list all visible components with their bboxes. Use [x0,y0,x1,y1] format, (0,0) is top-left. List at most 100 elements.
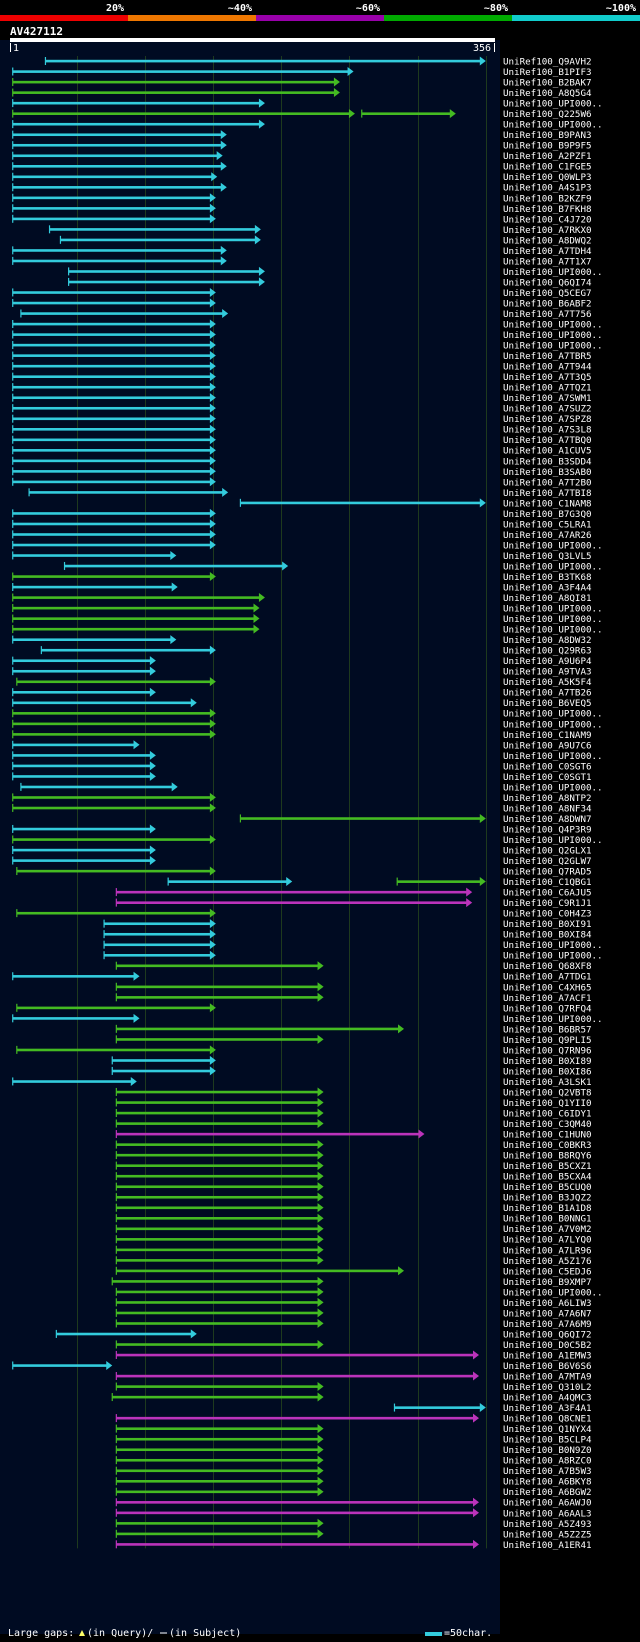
hit-row[interactable]: UniRef100_Q68XF8 [115,961,592,972]
hit-row[interactable]: UniRef100_A7B5W3 [115,1466,592,1477]
hit-row[interactable]: UniRef100_Q9PLI5 [115,1034,592,1046]
hit-row[interactable]: UniRef100_A7TDH4 [12,245,592,257]
hit-row[interactable]: UniRef100_Q310L2 [115,1382,592,1393]
hit-label[interactable]: UniRef100_A4QMC3 [503,1393,592,1404]
hit-label[interactable]: UniRef100_A4S1P3 [503,183,592,194]
hit-label[interactable]: UniRef100_UPI000.. [503,604,603,615]
hit-row[interactable]: UniRef100_A8DWN7 [239,813,592,825]
hit-row[interactable]: UniRef100_Q2VBT8 [115,1087,592,1098]
hit-row[interactable]: UniRef100_C0H4Z3 [16,908,592,920]
hit-row[interactable]: UniRef100_B1PIF3 [12,67,592,78]
hit-label[interactable]: UniRef100_UPI000.. [503,540,603,551]
hit-row[interactable]: UniRef100_A5Z176 [115,1255,592,1267]
hit-row[interactable]: UniRef100_A7T756 [20,308,592,320]
hit-row[interactable]: UniRef100_B0XI84 [103,929,592,941]
hit-label[interactable]: UniRef100_B3SDD4 [503,456,592,467]
hit-label[interactable]: UniRef100_A7ACF1 [503,993,592,1004]
hit-label[interactable]: UniRef100_B2KZF9 [503,193,592,204]
hit-row[interactable]: UniRef100_A7LR96 [115,1245,592,1256]
hit-label[interactable]: UniRef100_Q225W6 [503,109,592,120]
hit-row[interactable]: UniRef100_B0XI89 [111,1055,592,1067]
hit-row[interactable]: UniRef100_A7SUZ2 [12,403,592,415]
hit-row[interactable]: UniRef100_B2BAK7 [12,77,592,89]
hit-row[interactable]: UniRef100_A7MTA9 [115,1371,592,1383]
hit-label[interactable]: UniRef100_Q29R63 [503,646,592,657]
hit-label[interactable]: UniRef100_B0NNG1 [503,1214,592,1225]
hit-label[interactable]: UniRef100_Q68XF8 [503,961,592,972]
hit-row[interactable]: UniRef100_A8DWQ2 [59,235,592,246]
hit-row[interactable]: UniRef100_A5K5F4 [16,677,592,688]
hit-row[interactable]: UniRef100_B7FKH8 [12,203,592,215]
hit-row[interactable]: UniRef100_A7LYQ0 [115,1234,592,1246]
hit-row[interactable]: UniRef100_Q3LVL5 [12,550,592,562]
hit-label[interactable]: UniRef100_Q2GLW7 [503,856,592,867]
hit-label[interactable]: UniRef100_UPI000.. [503,561,603,572]
hit-row[interactable]: UniRef100_C1FGE5 [12,161,592,173]
hit-label[interactable]: UniRef100_B7FKH8 [503,204,592,215]
hit-row[interactable]: UniRef100_A7TBR5 [12,351,592,362]
hit-label[interactable]: UniRef100_B0XI91 [503,919,592,930]
hit-label[interactable]: UniRef100_UPI000.. [503,719,603,730]
hit-row[interactable]: UniRef100_B5CUQ0 [115,1182,592,1193]
hit-row[interactable]: UniRef100_UPI000.. [12,603,603,615]
hit-label[interactable]: UniRef100_A7TBI8 [503,488,592,499]
hit-row[interactable]: UniRef100_B2KZF9 [12,193,592,204]
hit-label[interactable]: UniRef100_C1FGE5 [503,162,592,173]
hit-label[interactable]: UniRef100_Q2VBT8 [503,1087,592,1098]
hit-label[interactable]: UniRef100_UPI000.. [503,120,603,131]
hit-row[interactable]: UniRef100_Q7RN96 [16,1045,592,1056]
hit-label[interactable]: UniRef100_A9U7C6 [503,740,592,751]
hit-label[interactable]: UniRef100_A7B5W3 [503,1466,592,1477]
hit-row[interactable]: UniRef100_UPI000.. [12,540,603,551]
hit-row[interactable]: UniRef100_UPI000.. [12,319,603,331]
hit-row[interactable]: UniRef100_C0SGT6 [12,761,592,772]
hit-row[interactable]: UniRef100_B0NNG1 [115,1213,592,1225]
hit-row[interactable]: UniRef100_B6V6S6 [12,1360,592,1372]
hit-row[interactable]: UniRef100_UPI000.. [12,750,603,762]
hit-row[interactable]: UniRef100_C1NAM8 [239,498,592,509]
hit-label[interactable]: UniRef100_B3JQZ2 [503,1193,592,1204]
hit-label[interactable]: UniRef100_C5LRA1 [503,519,592,530]
hit-label[interactable]: UniRef100_A7AR26 [503,530,592,541]
hit-row[interactable]: UniRef100_Q9AVH2 [44,56,592,68]
hit-row[interactable]: UniRef100_UPI000.. [12,834,603,846]
hit-row[interactable]: UniRef100_UPI000.. [12,719,603,730]
hit-row[interactable]: UniRef100_C0BKR3 [115,1140,592,1151]
hit-row[interactable]: UniRef100_B0XI91 [103,919,592,930]
hit-row[interactable]: UniRef100_C1NAM9 [12,729,592,741]
hit-row[interactable]: UniRef100_UPI000.. [20,782,603,793]
hit-row[interactable]: UniRef100_A8NTP2 [12,792,592,804]
hit-label[interactable]: UniRef100_A5Z176 [503,1256,592,1267]
hit-label[interactable]: UniRef100_A7T756 [503,309,592,320]
hit-row[interactable]: UniRef100_B1A1D8 [115,1203,592,1214]
hit-label[interactable]: UniRef100_Q2GLX1 [503,846,592,857]
hit-label[interactable]: UniRef100_Q6QI74 [503,277,592,288]
hit-label[interactable]: UniRef100_UPI000.. [503,320,603,331]
hit-label[interactable]: UniRef100_A7TDH4 [503,246,592,257]
hit-label[interactable]: UniRef100_B0XI89 [503,1056,592,1067]
hit-label[interactable]: UniRef100_B2BAK7 [503,78,592,89]
hit-row[interactable]: UniRef100_A7TB26 [12,687,592,699]
hit-label[interactable]: UniRef100_A7MTA9 [503,1372,592,1383]
hit-label[interactable]: UniRef100_UPI000.. [503,625,603,636]
hit-label[interactable]: UniRef100_A8NTP2 [503,793,592,804]
hit-row[interactable]: UniRef100_A7A6N7 [115,1308,592,1319]
hit-label[interactable]: UniRef100_A8DWQ2 [503,235,592,246]
hit-row[interactable]: UniRef100_B3TK68 [12,571,592,583]
hit-row[interactable]: UniRef100_UPI000.. [63,561,603,572]
hit-row[interactable]: UniRef100_A1ER41 [115,1539,592,1551]
hit-row[interactable]: UniRef100_C1QBG1 [167,877,592,888]
hit-label[interactable]: UniRef100_A7T3Q5 [503,372,592,383]
hit-label[interactable]: UniRef100_B3SAB0 [503,467,592,478]
hit-row[interactable]: UniRef100_C6IDY1 [115,1108,592,1120]
hit-label[interactable]: UniRef100_UPI000.. [503,1014,603,1025]
hit-row[interactable]: UniRef100_A7V0M2 [115,1224,592,1235]
hit-label[interactable]: UniRef100_A8NF34 [503,803,592,814]
hit-row[interactable]: UniRef100_A7A6M9 [115,1318,592,1330]
hit-row[interactable]: UniRef100_B6ABF2 [12,298,592,309]
hit-row[interactable]: UniRef100_A1EMW3 [115,1350,592,1361]
hit-label[interactable]: UniRef100_Q7RFQ4 [503,1003,592,1014]
hit-row[interactable]: UniRef100_C4XH65 [115,982,592,993]
hit-row[interactable]: UniRef100_B9PAN3 [12,130,592,141]
hit-label[interactable]: UniRef100_UPI000.. [503,341,603,352]
